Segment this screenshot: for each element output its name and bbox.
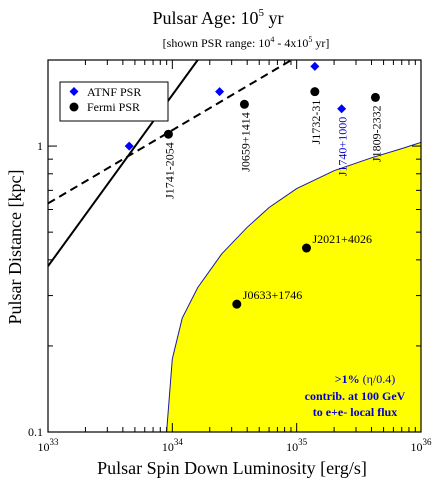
psr-label: J2021+4026 bbox=[313, 232, 372, 246]
region-note-line2: contrib. at 100 GeV bbox=[305, 389, 406, 403]
legend-label-atnf: ATNF PSR bbox=[87, 85, 141, 99]
fermi-psr-point bbox=[310, 87, 320, 97]
fermi-psr-point bbox=[163, 129, 173, 139]
atnf-psr-point bbox=[310, 61, 320, 71]
fermi-psr-point bbox=[232, 299, 242, 309]
region-note-line1: >1% (η/0.4) bbox=[335, 372, 395, 386]
legend-box bbox=[59, 81, 169, 122]
x-axis-label: Pulsar Spin Down Luminosity [erg/s] bbox=[97, 458, 367, 478]
x-tick-label: 1036 bbox=[411, 437, 433, 454]
plot-frame bbox=[47, 59, 422, 433]
x-tick-label: 1034 bbox=[162, 437, 184, 454]
chart-title: Pulsar Age: 105 yr bbox=[153, 7, 284, 28]
region-note-line3: to e+e- local flux bbox=[313, 405, 397, 419]
legend-circle-icon bbox=[69, 102, 79, 112]
atnf-psr-point bbox=[337, 104, 347, 114]
psr-label: J1809-2332 bbox=[369, 105, 383, 162]
dashed-line bbox=[48, 60, 294, 205]
psr-label: J0659+1414 bbox=[238, 112, 252, 171]
chart-subtitle: [shown PSR range: 104 - 4x105 yr] bbox=[163, 35, 330, 50]
solid-line bbox=[48, 60, 199, 267]
fermi-psr-point bbox=[239, 99, 249, 109]
contribution-region bbox=[166, 141, 421, 432]
atnf-psr-point bbox=[124, 141, 134, 151]
y-tick-label: 1 bbox=[37, 139, 43, 153]
legend-diamond-icon bbox=[69, 87, 79, 96]
legend: ATNF PSR Fermi PSR bbox=[59, 81, 169, 122]
x-tick-label: 1033 bbox=[38, 437, 60, 454]
psr-label: J1741-2054 bbox=[162, 142, 176, 199]
psr-label: J1740+1000 bbox=[336, 117, 350, 176]
atnf-psr-point bbox=[215, 87, 225, 97]
y-axis-label: Pulsar Distance [kpc] bbox=[5, 170, 25, 325]
psr-label: J1732-31 bbox=[309, 100, 323, 145]
fermi-psr-point bbox=[302, 243, 312, 253]
legend-label-fermi: Fermi PSR bbox=[87, 100, 140, 114]
x-tick-label: 1035 bbox=[286, 437, 308, 454]
psr-label: J0633+1746 bbox=[243, 288, 302, 302]
fermi-psr-point bbox=[370, 92, 380, 102]
region-note: >1% (η/0.4) contrib. at 100 GeV to e+e- … bbox=[305, 372, 406, 419]
y-tick-label: 0.1 bbox=[28, 425, 43, 439]
